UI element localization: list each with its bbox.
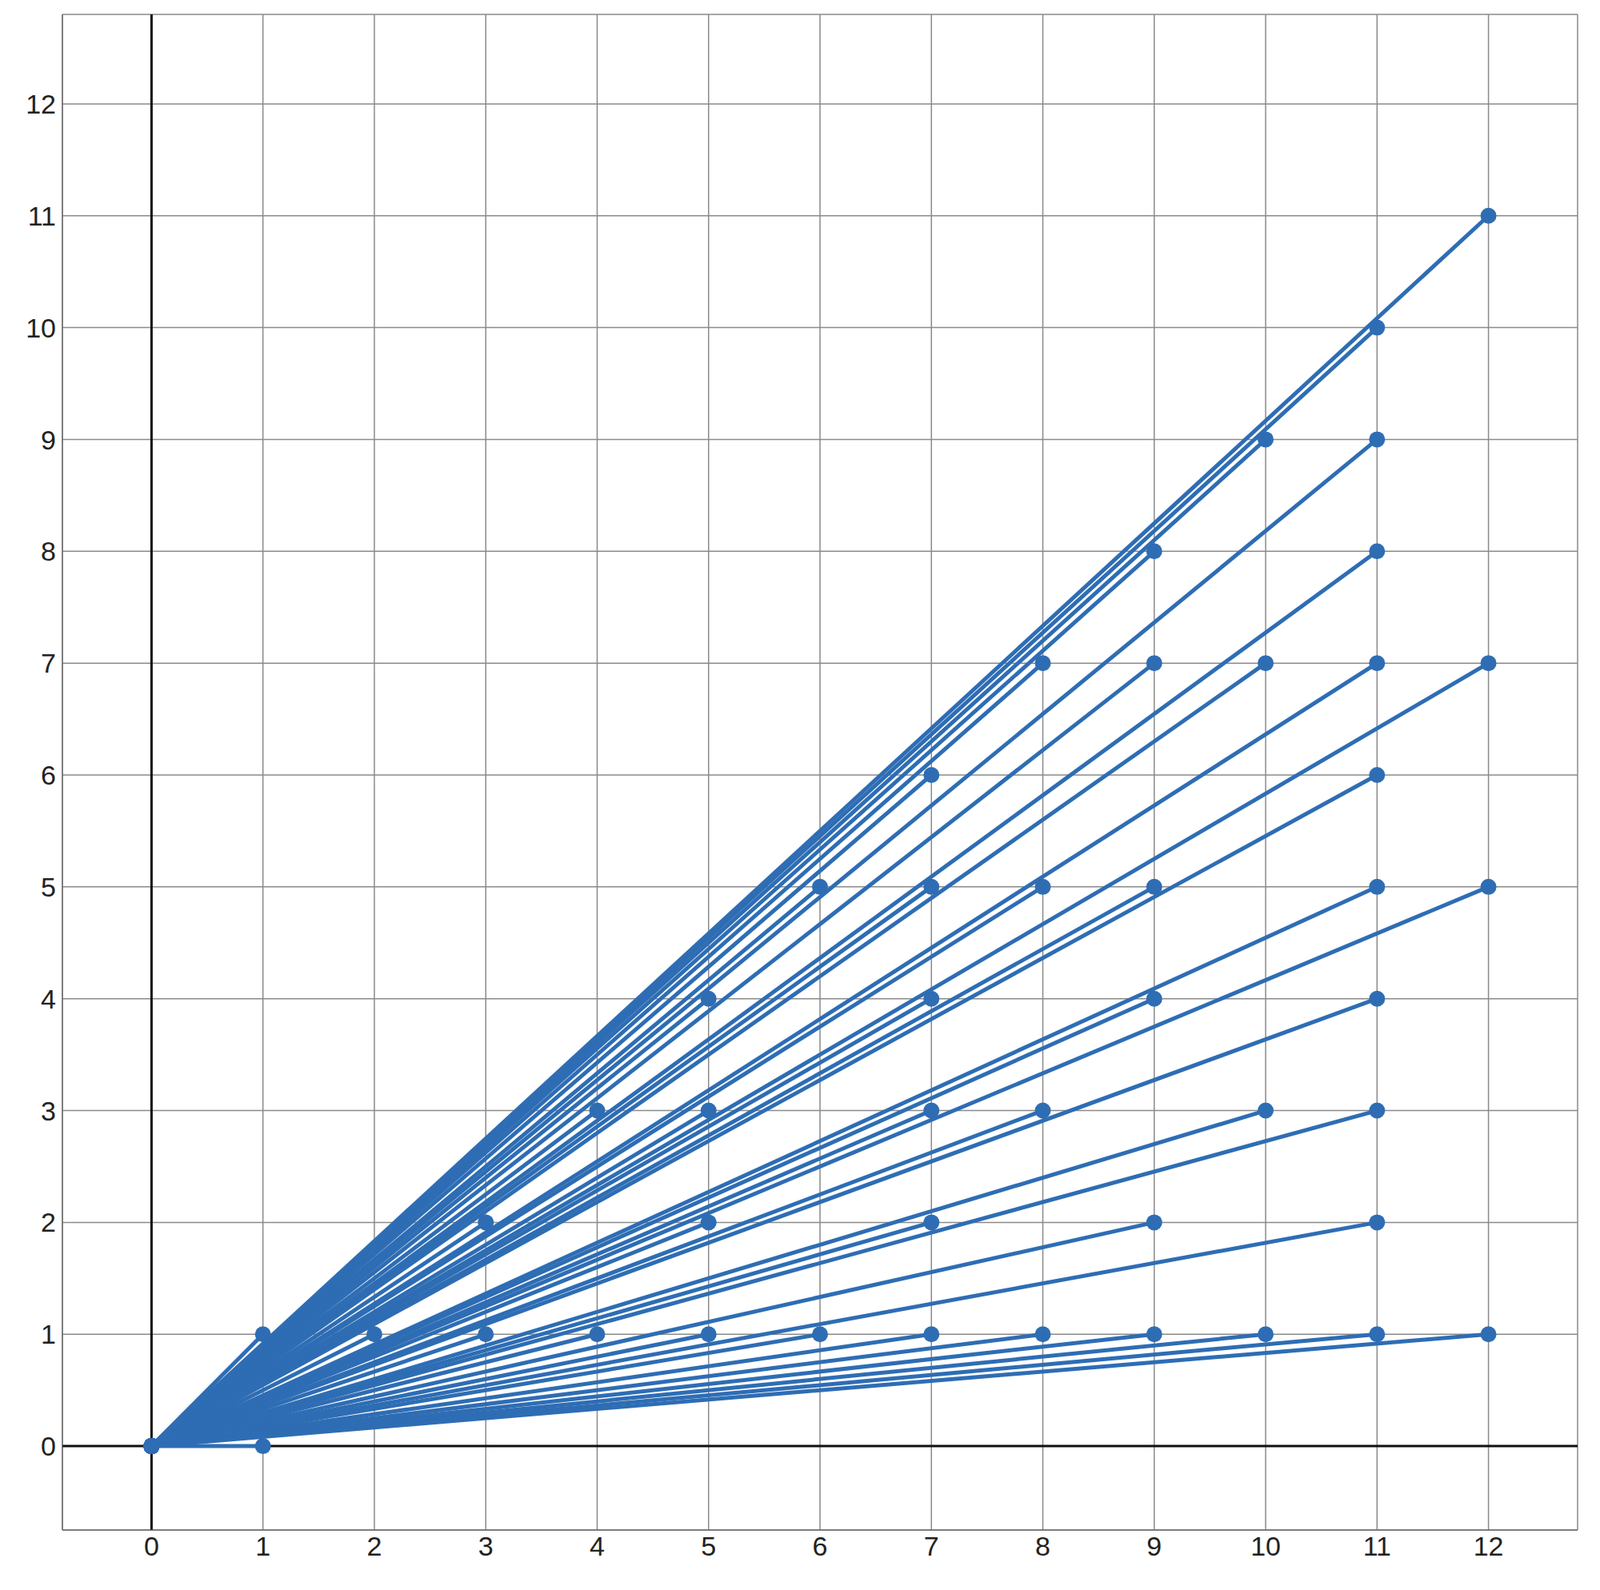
svg-text:0: 0 [144,1531,160,1562]
svg-text:10: 10 [25,312,56,344]
svg-text:0: 0 [40,1431,56,1462]
svg-text:1: 1 [40,1319,56,1350]
svg-text:3: 3 [40,1096,56,1127]
svg-text:11: 11 [1363,1531,1392,1562]
svg-text:1: 1 [255,1531,271,1562]
svg-text:6: 6 [812,1531,828,1562]
svg-text:4: 4 [40,984,56,1015]
svg-text:8: 8 [40,536,56,567]
svg-text:3: 3 [478,1531,494,1562]
svg-text:10: 10 [1250,1531,1281,1562]
svg-text:2: 2 [40,1207,56,1238]
svg-text:8: 8 [1035,1531,1051,1562]
svg-text:12: 12 [1473,1531,1504,1562]
svg-text:2: 2 [366,1531,382,1562]
svg-text:4: 4 [589,1531,605,1562]
svg-text:5: 5 [700,1531,716,1562]
svg-text:6: 6 [40,760,56,791]
svg-text:11: 11 [28,200,56,232]
svg-text:7: 7 [924,1531,940,1562]
svg-text:9: 9 [40,424,56,456]
svg-text:9: 9 [1146,1531,1162,1562]
svg-text:12: 12 [25,88,56,120]
svg-text:5: 5 [40,872,56,903]
svg-text:7: 7 [40,648,56,679]
